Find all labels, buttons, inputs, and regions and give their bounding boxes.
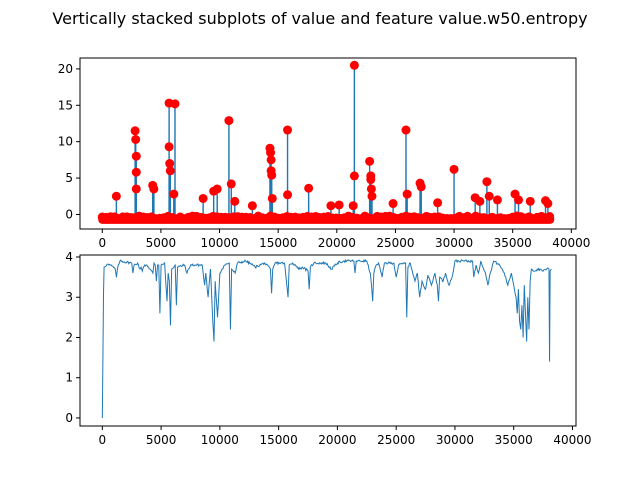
value-marker (334, 200, 344, 210)
value-marker (514, 195, 524, 205)
figure-title: Vertically stacked subplots of value and… (52, 9, 587, 28)
value-marker (131, 151, 141, 161)
value-marker (170, 99, 180, 109)
value-marker (283, 190, 293, 200)
value-marker (224, 116, 234, 126)
value-marker (169, 189, 179, 199)
value-marker (131, 167, 141, 177)
value-marker (388, 199, 398, 209)
top-ytick-label: 10 (58, 135, 73, 149)
bottom-xtick-label: 40000 (553, 433, 591, 447)
value-marker (349, 60, 359, 70)
value-marker (212, 184, 222, 194)
top-ytick-label: 20 (58, 62, 73, 76)
bottom-ytick-label: 2 (65, 330, 73, 344)
value-marker (165, 166, 175, 176)
value-marker (349, 171, 359, 181)
bottom-ytick-label: 1 (65, 371, 73, 385)
bottom-xtick-label: 20000 (318, 433, 356, 447)
bottom-xtick-label: 30000 (436, 433, 474, 447)
top-xtick-label: 20000 (318, 236, 356, 250)
top-subplot: 0 5000 10000 15000 20000 25000 30000 35000 40000… (58, 57, 590, 250)
bottom-xtick-label: 35000 (495, 433, 533, 447)
bottom-xtick-label: 5000 (146, 433, 177, 447)
value-marker (484, 191, 494, 201)
value-marker (366, 175, 376, 185)
value-marker (149, 184, 159, 194)
top-ytick-label: 0 (65, 207, 73, 221)
bottom-ytick-label: 3 (65, 290, 73, 304)
value-marker (230, 196, 240, 206)
value-marker (267, 170, 277, 180)
value-marker (130, 126, 140, 136)
value-marker (131, 134, 141, 144)
top-xtick-label: 5000 (146, 236, 177, 250)
bottom-axes-frame (79, 254, 577, 427)
value-marker (226, 179, 236, 189)
bottom-xtick-label: 10000 (201, 433, 239, 447)
value-marker (267, 193, 277, 203)
value-marker (247, 201, 257, 211)
value-marker (449, 164, 459, 174)
top-xtick-label: 15000 (259, 236, 297, 250)
bottom-ytick-label: 0 (65, 411, 73, 425)
value-marker (545, 212, 555, 222)
value-marker (266, 148, 276, 158)
value-marker (164, 142, 174, 152)
entropy-line (101, 258, 552, 418)
value-marker (198, 193, 208, 203)
value-marker (492, 195, 502, 205)
value-marker (543, 199, 553, 209)
value-marker (165, 159, 175, 169)
value-marker (416, 182, 426, 192)
value-marker (525, 196, 535, 206)
top-ytick-label: 15 (58, 98, 73, 112)
top-xtick-label: 0 (98, 236, 106, 250)
top-xtick-label: 30000 (435, 236, 473, 250)
value-marker (366, 184, 376, 194)
value-marker (348, 201, 358, 211)
value-marker (401, 125, 411, 135)
value-marker (482, 177, 492, 187)
top-xtick-label: 10000 (200, 236, 238, 250)
bottom-xtick-label: 0 (99, 433, 107, 447)
value-marker (475, 196, 485, 206)
value-marker (304, 183, 314, 193)
top-xtick-label: 35000 (494, 236, 532, 250)
bottom-xtick-label: 25000 (377, 433, 415, 447)
bottom-ytick-label: 4 (65, 250, 73, 264)
bottom-subplot: 0 5000 10000 15000 20000 25000 30000 35000 40000… (65, 250, 591, 447)
value-marker (131, 184, 141, 194)
top-xtick-label: 40000 (552, 236, 590, 250)
top-ytick-label: 5 (65, 171, 73, 185)
value-marker (266, 155, 276, 165)
top-plot-area (97, 60, 555, 224)
value-marker (283, 125, 293, 135)
top-xtick-label: 25000 (376, 236, 414, 250)
value-marker (365, 156, 375, 166)
value-marker (326, 201, 336, 211)
value-marker (402, 189, 412, 199)
bottom-xtick-label: 15000 (260, 433, 298, 447)
top-axes-frame (79, 57, 577, 230)
value-marker (367, 191, 377, 201)
value-marker (433, 198, 443, 208)
value-marker (111, 191, 121, 201)
bottom-plot-area (101, 258, 552, 418)
